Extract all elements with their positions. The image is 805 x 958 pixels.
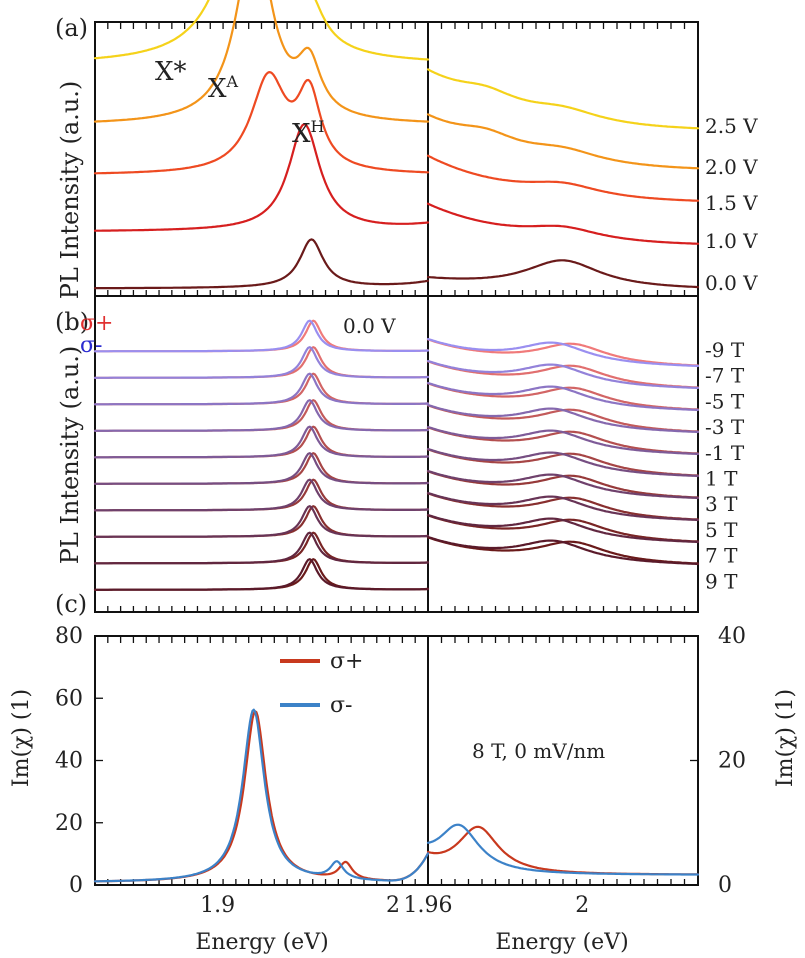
annotation-b: 0.0 V — [343, 314, 396, 338]
field-line-right--5 T-minus — [426, 381, 700, 412]
field-line-left--5 T-minus — [93, 372, 430, 406]
peak-label-xh: XH — [292, 117, 325, 149]
y-axis-label-c: Im(χ) (1) — [9, 689, 34, 787]
y-axis-label-b: PL Intensity (a.u.) — [56, 346, 84, 565]
field-line-left-5 T-minus — [93, 505, 430, 538]
legend-sigma-minus: σ- — [80, 333, 102, 358]
annotation-c: 8 T, 0 mV/nm — [472, 739, 605, 763]
field-label-1 T: 1 T — [705, 467, 738, 491]
series-label-2.0 V: 2.0 V — [705, 155, 758, 179]
field-label--1 T: -1 T — [705, 441, 745, 465]
field-label-3 T: 3 T — [705, 492, 738, 516]
field-line-left--7 T-minus — [93, 346, 430, 379]
field-line-right--9 T-minus — [426, 337, 700, 368]
panel-a: 0.0 V 1.0 V 1.5 V 2.0 V 2.5 V — [93, 0, 758, 297]
field-label--3 T: -3 T — [705, 415, 745, 439]
spectrum-right-σ+ — [426, 825, 700, 876]
y-tick-label-left: 80 — [55, 624, 83, 649]
field-label--7 T: -7 T — [705, 364, 745, 388]
y-axis-label-a: PL Intensity (a.u.) — [56, 81, 84, 300]
field-label-9 T: 9 T — [705, 569, 738, 593]
field-label--9 T: -9 T — [705, 338, 745, 362]
field-label-5 T: 5 T — [705, 518, 738, 542]
peak-label-xh-sup: H — [311, 117, 325, 136]
x-axis-label-left: Energy (eV) — [195, 930, 328, 955]
field-line-left--1 T-minus — [93, 425, 430, 459]
field-label-7 T: 7 T — [705, 544, 738, 568]
series-label-2.5 V: 2.5 V — [705, 114, 758, 138]
peak-label-xstar: X* — [155, 57, 187, 87]
series-line-left-1.0 V — [93, 123, 430, 232]
peak-label-xa-sup: A — [226, 72, 239, 91]
panel-b: -9 T-7 T-5 T-3 T-1 T1 T3 T5 T7 T9 T — [93, 295, 745, 613]
legend-item-sigma-plus: σ+ — [330, 649, 363, 674]
series-label-1.0 V: 1.0 V — [705, 229, 758, 253]
field-line-left-7 T-minus — [93, 531, 430, 565]
field-line-right-7 T-minus — [426, 513, 700, 544]
field-line-left-1 T-minus — [93, 452, 430, 485]
field-line-left--9 T-minus — [93, 319, 430, 353]
x-tick-label-left: 1.9 — [200, 893, 235, 918]
y-tick-label-left: 60 — [55, 686, 83, 711]
x-tick-label-left: 2 — [386, 893, 400, 918]
field-line-left-3 T-minus — [93, 478, 430, 512]
panel-label-a: (a) — [55, 14, 88, 42]
spectrum-left-σ- — [93, 708, 430, 883]
x-tick-label-right: 2 — [575, 893, 589, 918]
series-line-right-1.0 V — [426, 202, 700, 245]
x-axis-label-right: Energy (eV) — [495, 930, 628, 955]
series-line-right-1.5 V — [426, 154, 700, 202]
field-line-right--7 T-minus — [426, 359, 700, 390]
y-tick-label-right: 40 — [718, 624, 746, 649]
y-tick-label-right: 20 — [718, 749, 746, 774]
field-line-left-9 T-minus — [93, 558, 430, 591]
panel-label-b: (b) — [55, 308, 89, 336]
series-label-0.0 V: 0.0 V — [705, 271, 758, 295]
x-tick-label-right: 1.96 — [404, 893, 453, 918]
field-line-right-5 T-minus — [426, 491, 700, 522]
peak-label-xa: XA — [208, 72, 239, 104]
spectrum-right-σ- — [426, 823, 700, 876]
series-line-right-2.5 V — [426, 68, 700, 130]
field-line-right--3 T-minus — [426, 403, 700, 434]
y-tick-label-left: 0 — [69, 873, 83, 898]
panel-label-c: (c) — [55, 590, 87, 618]
y-tick-label-right: 0 — [718, 873, 732, 898]
series-line-left-1.5 V — [93, 71, 430, 175]
series-line-left-2.0 V — [93, 0, 430, 123]
field-line-right-1 T-minus — [426, 447, 700, 478]
panel-c-frame — [94, 635, 699, 886]
series-label-1.5 V: 1.5 V — [705, 191, 758, 215]
field-label--5 T: -5 T — [705, 389, 745, 413]
series-line-right-2.0 V — [426, 113, 700, 170]
legend-item-sigma-minus: σ- — [330, 693, 352, 718]
series-line-left-2.5 V — [93, 0, 430, 61]
field-line-right-9 T-minus — [426, 535, 700, 566]
field-line-right--1 T-minus — [426, 425, 700, 456]
panel-b-frame — [94, 295, 699, 613]
field-line-left--3 T-minus — [93, 399, 430, 432]
y-tick-label-left: 40 — [55, 749, 83, 774]
field-line-right-3 T-minus — [426, 469, 700, 500]
series-line-left-0.0 V — [93, 238, 430, 290]
series-line-right-0.0 V — [426, 259, 700, 289]
y-axis-label-c-right: Im(χ) (1) — [773, 689, 798, 787]
spectrum-left-σ+ — [93, 710, 430, 883]
legend-sigma-plus: σ+ — [80, 311, 113, 336]
y-tick-label-left: 20 — [55, 811, 83, 836]
